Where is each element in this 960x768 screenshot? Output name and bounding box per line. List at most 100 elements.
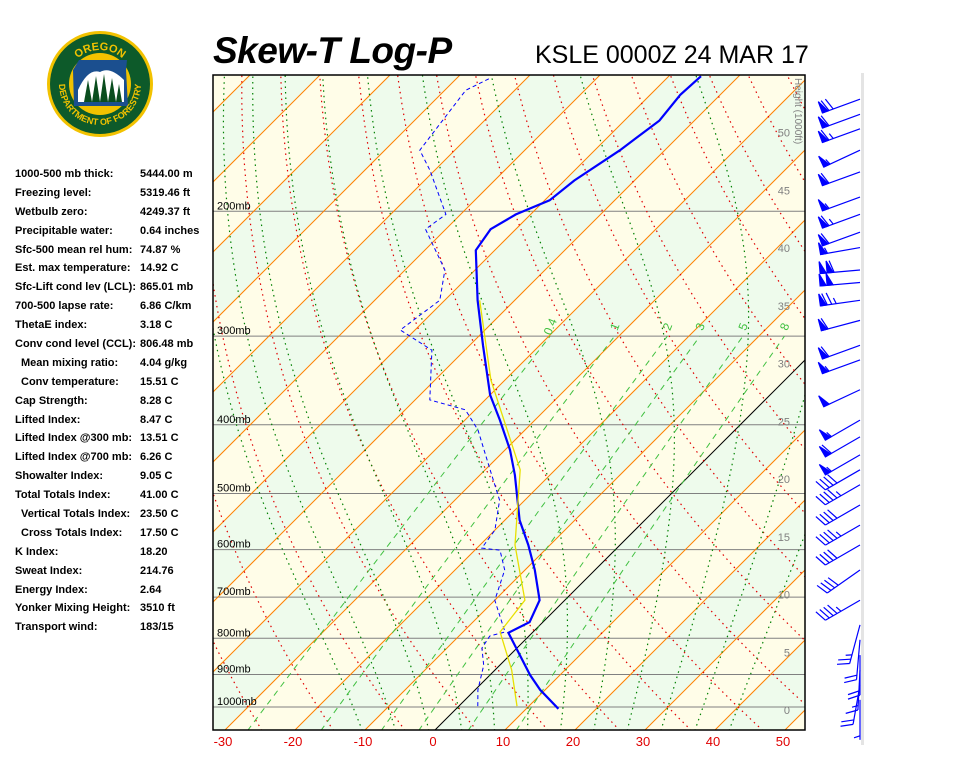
index-value: 4249.37 ft bbox=[140, 205, 191, 218]
wind-barb-staff bbox=[820, 246, 861, 256]
wind-barb bbox=[818, 389, 861, 408]
index-row: Transport wind: 183/15 bbox=[15, 621, 199, 640]
dry-adiabat bbox=[213, 278, 406, 730]
wind-barb bbox=[840, 684, 861, 727]
index-label: Lifted Index @300 mb: bbox=[15, 432, 133, 445]
index-value: 3.18 C bbox=[140, 319, 173, 332]
index-value: 23.50 C bbox=[140, 508, 179, 521]
zero-isotherm bbox=[434, 359, 805, 730]
wind-barb-staff bbox=[820, 269, 861, 275]
pressure-label: 1000mb bbox=[217, 696, 257, 708]
height-axis-label: Height (1000ft) bbox=[792, 78, 803, 144]
index-label: Conv temperature: bbox=[21, 375, 119, 388]
wind-barb bbox=[818, 292, 861, 307]
index-value: 183/15 bbox=[140, 621, 174, 634]
pressure-label: 300mb bbox=[217, 325, 251, 337]
dry-adiabat bbox=[815, 54, 960, 731]
wind-barb-pennant bbox=[817, 101, 830, 114]
index-row: ThetaE index: 3.18 C bbox=[15, 319, 199, 338]
temperature-tick-label: 50 bbox=[776, 734, 790, 749]
wind-barb-flag bbox=[827, 577, 839, 586]
dewpoint-line bbox=[399, 78, 506, 707]
index-label: Transport wind: bbox=[15, 621, 98, 634]
pressure-label: 500mb bbox=[217, 483, 251, 495]
wind-barb bbox=[817, 344, 861, 360]
wind-barb-flag bbox=[820, 582, 832, 591]
wind-barb-pennant bbox=[818, 155, 831, 168]
index-row: Lifted Index: 8.47 C bbox=[15, 414, 199, 433]
wind-barb-half-flag bbox=[828, 133, 834, 139]
wind-barb-staff bbox=[826, 569, 861, 594]
index-row: Conv temperature: 15.51 C bbox=[15, 376, 199, 395]
index-label: K Index: bbox=[15, 545, 59, 558]
pressure-label: 900mb bbox=[217, 664, 251, 676]
plot-frame bbox=[212, 74, 806, 731]
index-value: 214.76 bbox=[140, 564, 174, 577]
wind-barb-flag bbox=[820, 129, 830, 141]
index-label: Precipitable water: bbox=[15, 224, 113, 237]
index-value: 3510 ft bbox=[140, 602, 175, 615]
oregon-forestry-logo: OREGON DEPARTMENT OF FORESTRY bbox=[47, 31, 153, 137]
wind-barb-staff bbox=[823, 149, 861, 168]
wind-barb-staff bbox=[825, 419, 861, 441]
wind-barb-staff bbox=[820, 281, 861, 287]
wind-barb-pennant bbox=[825, 273, 835, 287]
dry-adiabat bbox=[630, 75, 805, 386]
index-label: Showalter Index: bbox=[15, 470, 104, 483]
pressure-label: 200mb bbox=[217, 200, 251, 212]
index-label: 700-500 lapse rate: bbox=[15, 300, 114, 313]
wind-barb-flag bbox=[820, 172, 830, 184]
wind-barb-staff bbox=[822, 98, 861, 114]
index-row: Cross Totals Index: 17.50 C bbox=[15, 527, 199, 546]
index-row: Mean mixing ratio: 4.04 g/kg bbox=[15, 357, 199, 376]
temperature-tick-label: -30 bbox=[214, 734, 233, 749]
temperature-band bbox=[575, 500, 805, 730]
wind-barb bbox=[818, 436, 861, 458]
temperature-line bbox=[474, 75, 702, 710]
wind-barb-half-flag bbox=[826, 466, 832, 472]
moist-adiabat bbox=[366, 75, 529, 730]
index-row: Total Totals Index: 41.00 C bbox=[15, 489, 199, 508]
wind-barb-pennant bbox=[818, 261, 828, 275]
index-label: Conv cond level (CCL): bbox=[15, 338, 137, 351]
moist-adiabat bbox=[694, 392, 805, 730]
wind-barb-pennant bbox=[817, 130, 830, 144]
wind-barb-staff bbox=[849, 624, 861, 664]
index-row: Lifted Index @300 mb: 13.51 C bbox=[15, 432, 199, 451]
wind-barb-pennant bbox=[817, 242, 828, 256]
isotherm bbox=[364, 289, 805, 730]
wind-barb-half-flag bbox=[835, 606, 842, 612]
wind-barb-pennant bbox=[818, 395, 831, 408]
wind-barb-pennant bbox=[817, 361, 830, 375]
wind-barb-flag bbox=[836, 662, 850, 665]
wind-barb bbox=[818, 273, 861, 287]
index-label: Lifted Index @700 mb: bbox=[15, 451, 133, 464]
wind-barb-flag bbox=[820, 215, 830, 227]
wind-barb-flag bbox=[820, 100, 830, 111]
dry-adiabat bbox=[319, 75, 621, 730]
index-row: Est. max temperature: 14.92 C bbox=[15, 262, 199, 281]
dry-adiabat bbox=[786, 75, 805, 111]
index-label: Freezing level: bbox=[15, 186, 92, 199]
index-label: Vertical Totals Index: bbox=[21, 508, 131, 521]
wind-barb bbox=[817, 98, 861, 114]
wind-barb-flag bbox=[819, 534, 830, 544]
dry-adiabat bbox=[591, 75, 805, 450]
temperature-tick-label: -20 bbox=[284, 734, 303, 749]
index-label: Cross Totals Index: bbox=[21, 526, 123, 539]
wind-barb-flag bbox=[819, 553, 830, 564]
wind-barb-pennant bbox=[818, 293, 828, 307]
wind-barb-staff bbox=[852, 684, 861, 725]
moist-adiabat bbox=[222, 75, 397, 730]
index-value: 2.64 bbox=[140, 583, 162, 596]
height-tick-label: 15 bbox=[778, 532, 790, 544]
index-row: Cap Strength: 8.28 C bbox=[15, 395, 199, 414]
index-value: 14.92 C bbox=[140, 262, 179, 275]
wind-barb-flag bbox=[844, 674, 858, 679]
wind-barb bbox=[815, 599, 861, 621]
wind-barb-staff bbox=[825, 454, 861, 476]
isotherm bbox=[784, 709, 805, 730]
wind-barb-flag bbox=[827, 549, 838, 559]
wind-barb-staff bbox=[822, 171, 861, 187]
index-label: Yonker Mixing Height: bbox=[15, 602, 131, 615]
